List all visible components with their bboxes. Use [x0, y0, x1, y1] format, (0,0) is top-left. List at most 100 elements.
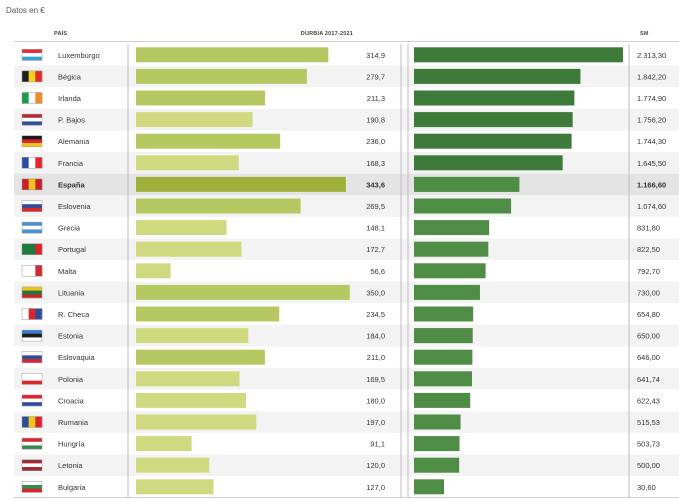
value-label-series2: 1.744,30: [637, 137, 666, 146]
value-label-series2: 1.842,20: [637, 72, 666, 81]
flag-icon: [21, 416, 43, 428]
value-label-series2: 646,00: [637, 353, 660, 362]
bar-series1: [136, 47, 329, 63]
bar-series1: [136, 241, 242, 257]
value-label-series1: 180,0: [366, 396, 385, 405]
bar-series2: [414, 414, 461, 430]
bar-series1: [136, 68, 307, 84]
value-label-series1: 127,0: [366, 483, 385, 492]
flag-icon: [21, 329, 43, 342]
bar-series2: [414, 68, 581, 84]
flag-stripe: [22, 441, 42, 446]
flag-icon: [21, 113, 43, 126]
flag-stripe: [22, 351, 42, 356]
flag-icon: [21, 70, 43, 83]
row-background: [14, 324, 679, 347]
flag-stripe: [22, 265, 29, 277]
flag-stripe: [22, 207, 42, 212]
value-label-series2: 503,73: [637, 440, 660, 449]
flag-stripe: [28, 416, 36, 428]
flag-stripe: [22, 488, 42, 493]
category-label: R. Checa: [58, 310, 90, 319]
header-value1: DURBIA 2017-2021: [300, 31, 353, 37]
flag-icon: [21, 49, 43, 61]
value-label-series2: 515,53: [637, 418, 660, 427]
flag-stripe: [28, 157, 36, 169]
flag-icon: [21, 459, 43, 471]
flag-stripe: [28, 265, 36, 277]
flag-stripe: [22, 92, 29, 104]
value-label-series1: 211,0: [367, 353, 385, 362]
flag-icon: [21, 481, 43, 493]
value-label-series1: 190,8: [366, 116, 385, 125]
value-label-series2: 2.313,30: [637, 51, 666, 60]
flag-stripe: [28, 92, 36, 104]
bar-series2: [414, 155, 563, 171]
bar-series2: [414, 457, 460, 473]
flag-icon: [21, 286, 43, 299]
bar-series2: [414, 328, 473, 344]
value-label-series1: 169,5: [366, 375, 385, 384]
category-label: Letonia: [58, 461, 83, 470]
flag-stripe: [28, 178, 36, 190]
bar-series1: [136, 371, 240, 387]
header-country: PAÍS: [54, 31, 68, 37]
flag-stripe: [22, 222, 42, 227]
flag-icon: [21, 394, 43, 407]
flag-stripe: [22, 290, 42, 295]
bar-series1: [136, 436, 192, 452]
bar-series2: [414, 263, 486, 279]
bar-series2: [414, 133, 572, 149]
category-label: Portugal: [58, 245, 86, 254]
value-label-series2: 622,43: [637, 396, 660, 405]
bar-series1: [136, 176, 346, 192]
bar-series1: [136, 90, 266, 106]
category-label: Polonia: [58, 375, 84, 384]
flag-stripe: [22, 178, 29, 190]
value-label-series2: 822,50: [637, 245, 660, 254]
flag-stripe: [22, 337, 42, 342]
flag-stripe: [22, 114, 42, 119]
flag-stripe: [22, 52, 42, 57]
category-label: Bulgaria: [58, 483, 86, 492]
flag-icon: [21, 373, 43, 385]
row-background: [14, 411, 679, 433]
row-background: [14, 152, 679, 174]
bar-series2: [414, 436, 460, 452]
header-value2: SM: [640, 31, 649, 37]
flag-icon: [21, 351, 43, 363]
flag-icon: [21, 200, 43, 212]
flag-stripe: [22, 359, 42, 363]
bar-series1: [136, 457, 210, 473]
flag-stripe: [28, 243, 36, 255]
flag-stripe: [22, 229, 42, 234]
bar-series1: [136, 328, 249, 344]
category-label: Malta: [58, 267, 77, 276]
flag-stripe: [22, 294, 42, 299]
value-label-series2: 30,60: [637, 483, 656, 492]
flag-stripe: [35, 416, 43, 428]
row-background: [14, 108, 679, 131]
flag-stripe: [22, 333, 42, 338]
flag-stripe: [22, 459, 42, 464]
flag-stripe: [22, 355, 42, 360]
bar-series2: [414, 112, 573, 128]
category-label: Estonia: [58, 332, 84, 341]
flag-stripe: [22, 330, 42, 335]
bar-series1: [136, 306, 280, 322]
flag-stripe: [22, 376, 42, 381]
row-background: [14, 454, 679, 476]
row-background: [14, 195, 679, 217]
bar-series1: [136, 112, 253, 128]
bar-series1: [136, 220, 227, 236]
bar-series2: [414, 241, 489, 257]
bar-series1: [136, 263, 171, 279]
value-label-series2: 1.645,50: [637, 159, 666, 168]
flag-stripe: [22, 380, 42, 385]
value-label-series1: 211,3: [367, 94, 385, 103]
value-label-series2: 654,80: [637, 310, 660, 319]
value-label-series2: 831,80: [637, 224, 660, 233]
value-label-series2: 792,70: [637, 267, 660, 276]
flag-icon: [21, 265, 43, 277]
